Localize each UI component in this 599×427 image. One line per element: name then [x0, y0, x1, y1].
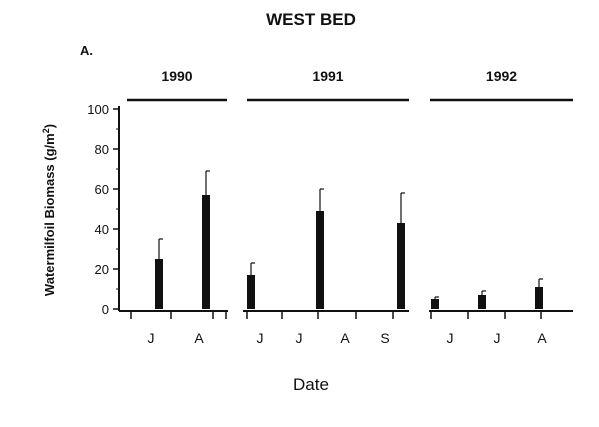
- month-label-1990-1: J: [148, 330, 155, 346]
- year-label-1990: 1990: [161, 68, 192, 84]
- y-tick-label-0: 0: [102, 302, 109, 317]
- month-label-1990-2: A: [194, 330, 204, 346]
- y-axis-label: Watermilfoil Biomass (g/m2): [41, 124, 57, 296]
- y-tick-label-100: 100: [87, 102, 109, 117]
- y-tick-label-20: 20: [95, 262, 109, 277]
- bar-1990-1: [155, 259, 163, 309]
- y-tick-label-40: 40: [95, 222, 109, 237]
- panel-label: A.: [80, 43, 93, 58]
- month-label-1992-2: J: [494, 330, 501, 346]
- month-label-1991-1: J: [257, 330, 264, 346]
- y-axis-label-superscript: 2: [41, 128, 51, 133]
- y-axis-label-close: ): [42, 124, 57, 128]
- plot-area: 0 20 40 60 80 100 1990 J A 1991 J J A S 1992 J J A: [87, 68, 573, 346]
- month-label-1992-1: J: [447, 330, 454, 346]
- month-label-1991-2: J: [296, 330, 303, 346]
- month-label-1991-3: A: [340, 330, 350, 346]
- bar-1991-3: [397, 223, 405, 309]
- bar-1991-2: [316, 211, 324, 309]
- chart-title: WEST BED: [266, 10, 356, 29]
- y-tick-label-80: 80: [95, 142, 109, 157]
- year-label-1991: 1991: [312, 68, 343, 84]
- x-axis-label: Date: [293, 375, 329, 394]
- y-axis-label-main: Watermilfoil Biomass (g/m: [42, 133, 57, 296]
- month-label-1991-4: S: [380, 330, 389, 346]
- bar-1990-2: [202, 195, 210, 309]
- year-label-1992: 1992: [486, 68, 517, 84]
- month-label-1992-3: A: [537, 330, 547, 346]
- bar-1992-3: [535, 287, 543, 309]
- bar-1992-1: [431, 299, 439, 309]
- y-tick-label-60: 60: [95, 182, 109, 197]
- bar-1991-1: [247, 275, 255, 309]
- bar-1992-2: [478, 295, 486, 309]
